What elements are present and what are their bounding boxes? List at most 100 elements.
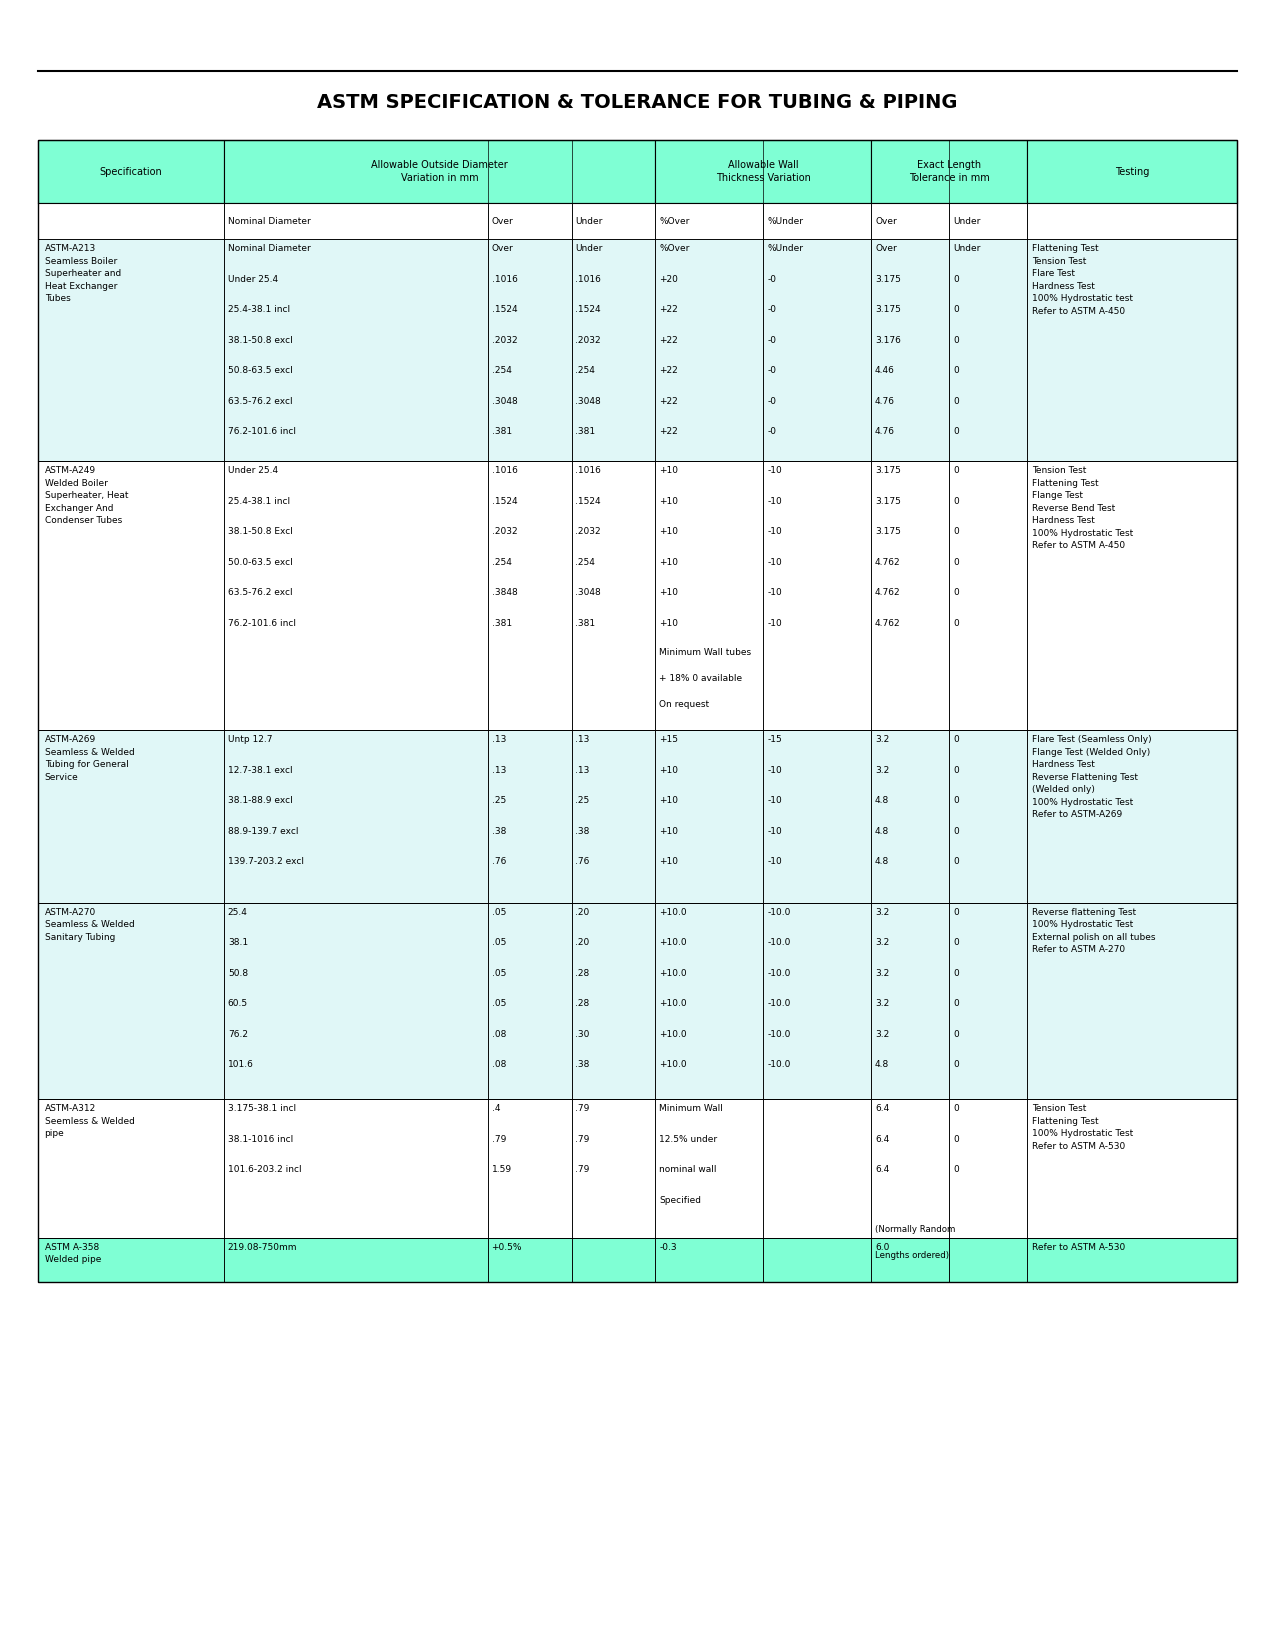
Text: +10.0: +10.0 (659, 1061, 687, 1069)
Text: 0: 0 (952, 274, 959, 284)
Text: 6.0: 6.0 (875, 1242, 890, 1252)
Text: 3.175: 3.175 (875, 305, 901, 314)
Text: 0: 0 (952, 619, 959, 627)
Text: +10.0: +10.0 (659, 908, 687, 917)
Text: Lengths ordered): Lengths ordered) (875, 1251, 949, 1259)
Text: 4.46: 4.46 (875, 366, 895, 375)
Text: 0: 0 (952, 335, 959, 345)
Text: Minimum Wall tubes: Minimum Wall tubes (659, 647, 751, 657)
Bar (1028, 731, 1237, 903)
Text: 12.7-38.1 excl: 12.7-38.1 excl (228, 766, 292, 775)
Bar (764, 903, 871, 1099)
Bar (1028, 1238, 1237, 1282)
Text: 0: 0 (952, 396, 959, 406)
Bar (224, 140, 655, 203)
Bar (949, 239, 1028, 462)
Text: 12.5% under: 12.5% under (659, 1135, 718, 1143)
Text: -10: -10 (768, 827, 782, 837)
Text: .05: .05 (491, 1000, 506, 1008)
Bar (764, 1099, 871, 1238)
Text: 3.175: 3.175 (875, 274, 901, 284)
Text: %Over: %Over (659, 244, 690, 252)
Bar (655, 239, 764, 462)
Text: 3.175: 3.175 (875, 497, 901, 505)
Text: .2032: .2032 (491, 335, 518, 345)
Text: 3.2: 3.2 (875, 736, 889, 744)
Text: 3.2: 3.2 (875, 1030, 889, 1040)
Text: +10: +10 (659, 827, 678, 837)
Bar (949, 1238, 1028, 1282)
Text: 0: 0 (952, 558, 959, 566)
Bar (224, 731, 487, 903)
Text: .254: .254 (491, 366, 511, 375)
Text: 219.08-750mm: 219.08-750mm (228, 1242, 297, 1252)
Text: -10: -10 (768, 587, 782, 597)
Text: 0: 0 (952, 427, 959, 436)
Text: 4.762: 4.762 (875, 619, 900, 627)
Text: .76: .76 (491, 858, 506, 866)
Text: Under: Under (952, 244, 980, 252)
Bar (571, 1238, 655, 1282)
Text: 38.1-1016 incl: 38.1-1016 incl (228, 1135, 293, 1143)
Text: On request: On request (659, 700, 709, 708)
Text: %Under: %Under (768, 244, 803, 252)
Text: .1016: .1016 (575, 467, 602, 475)
Bar (1028, 203, 1237, 239)
Text: 4.76: 4.76 (875, 396, 895, 406)
Text: 0: 0 (952, 908, 959, 917)
Text: +10.0: +10.0 (659, 1000, 687, 1008)
Bar (655, 903, 764, 1099)
Text: 50.8-63.5 excl: 50.8-63.5 excl (228, 366, 292, 375)
Text: 3.175: 3.175 (875, 528, 901, 536)
Bar (655, 1238, 764, 1282)
Text: 0: 0 (952, 969, 959, 978)
Bar (487, 203, 571, 239)
Text: .05: .05 (491, 969, 506, 978)
Text: -15: -15 (768, 736, 782, 744)
Text: .3048: .3048 (575, 587, 601, 597)
Text: 76.2-101.6 incl: 76.2-101.6 incl (228, 619, 296, 627)
Text: 0: 0 (952, 1165, 959, 1175)
Text: .254: .254 (491, 558, 511, 566)
Text: 3.175-38.1 incl: 3.175-38.1 incl (228, 1104, 296, 1114)
Text: 4.8: 4.8 (875, 797, 889, 805)
Text: -10: -10 (768, 528, 782, 536)
Text: -10: -10 (768, 858, 782, 866)
Bar (487, 903, 571, 1099)
Text: .3048: .3048 (491, 396, 518, 406)
Text: 63.5-76.2 excl: 63.5-76.2 excl (228, 396, 292, 406)
Bar (764, 462, 871, 731)
Text: 4.8: 4.8 (875, 1061, 889, 1069)
Text: Refer to ASTM A-530: Refer to ASTM A-530 (1031, 1242, 1126, 1252)
Bar (571, 203, 655, 239)
Text: Over: Over (491, 244, 514, 252)
Bar (655, 140, 871, 203)
Bar (949, 903, 1028, 1099)
Text: +10: +10 (659, 497, 678, 505)
Text: +10.0: +10.0 (659, 939, 687, 947)
Text: 4.8: 4.8 (875, 827, 889, 837)
Text: .76: .76 (575, 858, 590, 866)
Bar (949, 1099, 1028, 1238)
Text: -10: -10 (768, 619, 782, 627)
Text: .79: .79 (575, 1165, 590, 1175)
Bar (38, 731, 224, 903)
Text: 0: 0 (952, 1061, 959, 1069)
Text: 101.6: 101.6 (228, 1061, 254, 1069)
Bar (949, 203, 1028, 239)
Text: 0: 0 (952, 766, 959, 775)
Text: 4.8: 4.8 (875, 858, 889, 866)
Bar (764, 731, 871, 903)
Text: Under: Under (575, 216, 603, 226)
Bar (655, 203, 764, 239)
Text: .254: .254 (575, 366, 595, 375)
Bar (38, 1099, 224, 1238)
Text: .254: .254 (575, 558, 595, 566)
Text: ASTM-A269
Seamless & Welded
Tubing for General
Service: ASTM-A269 Seamless & Welded Tubing for G… (45, 736, 134, 782)
Bar (224, 1238, 487, 1282)
Text: ASTM-A312
Seemless & Welded
pipe: ASTM-A312 Seemless & Welded pipe (45, 1104, 134, 1138)
Text: -10: -10 (768, 558, 782, 566)
Text: .381: .381 (575, 619, 595, 627)
Bar (1028, 903, 1237, 1099)
Text: 0: 0 (952, 1000, 959, 1008)
